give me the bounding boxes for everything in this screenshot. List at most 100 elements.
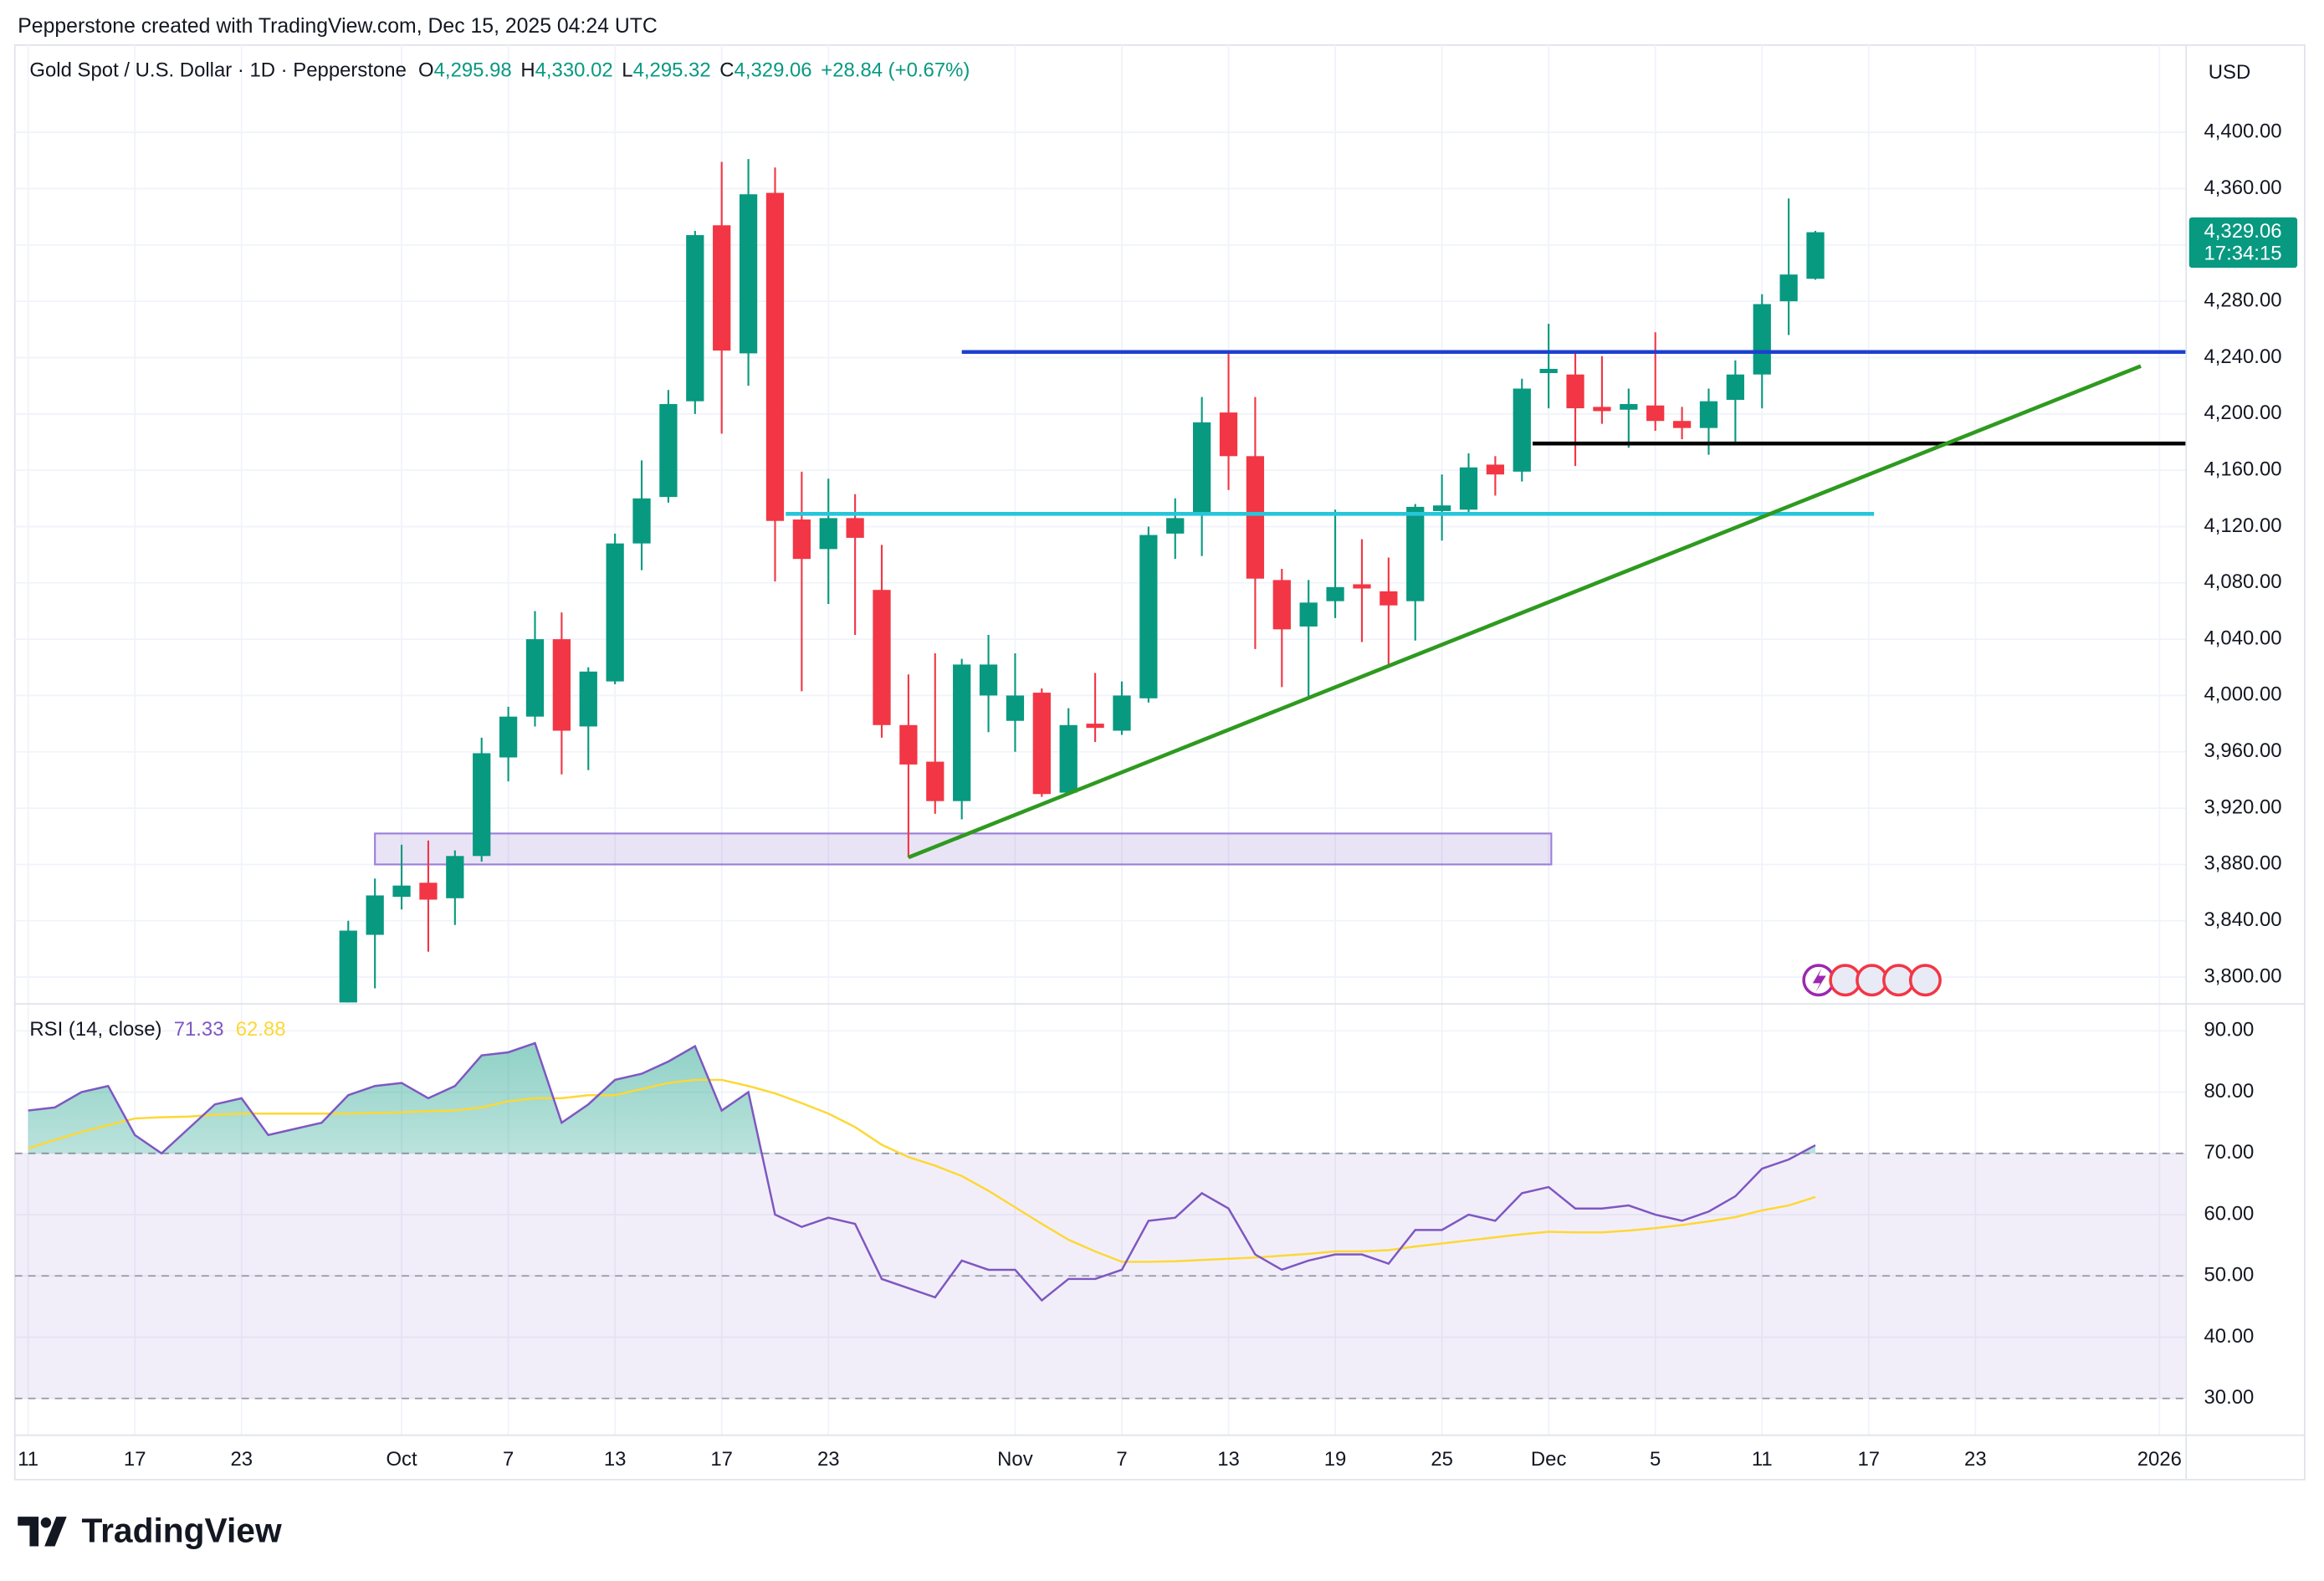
ohlc-key: L <box>622 59 632 82</box>
y-tick-label: 4,040.00 <box>2204 627 2281 649</box>
event-icon[interactable] <box>1908 964 1942 997</box>
y-tick-label: 4,240.00 <box>2204 345 2281 368</box>
zone-box <box>374 832 1553 866</box>
candle-body <box>1166 518 1185 534</box>
candle-body <box>1672 421 1692 428</box>
candle-body <box>899 724 918 765</box>
currency: USD <box>2209 61 2250 84</box>
candle-body <box>1299 602 1318 627</box>
candle-body <box>1432 505 1451 511</box>
y-tick-label: 4,080.00 <box>2204 570 2281 593</box>
candle-body <box>765 192 785 521</box>
ohlc-value: 4,295.32 <box>633 59 711 82</box>
candle-body <box>473 753 491 857</box>
candle-body <box>792 519 811 560</box>
x-tick-label: 25 <box>1431 1448 1453 1471</box>
y-tick-label: 80.00 <box>2204 1080 2254 1103</box>
chart-frame <box>13 43 2306 1481</box>
candle-body <box>1513 388 1531 472</box>
candle-body <box>1646 405 1665 422</box>
candle-body <box>1486 464 1505 475</box>
ohlc-value: 4,295.98 <box>434 59 512 82</box>
candle-body <box>499 716 518 758</box>
x-tick-label: 7 <box>503 1448 514 1471</box>
x-tick-label: 23 <box>817 1448 840 1471</box>
y-tick-label: 4,160.00 <box>2204 458 2281 480</box>
candle-body <box>846 518 864 538</box>
y-tick-label: 90.00 <box>2204 1019 2254 1041</box>
candle-body <box>739 194 758 354</box>
change: +28.84 (+0.67%) <box>821 59 970 82</box>
candle-body <box>819 518 837 550</box>
candle-body <box>1139 535 1158 698</box>
symbol-title: Gold Spot / U.S. Dollar · 1D · Peppersto… <box>29 59 406 82</box>
candle-body <box>926 761 944 801</box>
rsi-legend-value: 62.88 <box>236 1018 286 1041</box>
ohlc-value: 4,330.02 <box>535 59 613 82</box>
candle-body <box>1006 695 1025 721</box>
rsi-line <box>28 1078 1816 1263</box>
y-tick-label: 4,200.00 <box>2204 402 2281 424</box>
candle-body <box>1406 506 1425 601</box>
x-tick-label: 17 <box>1857 1448 1880 1471</box>
ohlc-key: H <box>520 59 535 82</box>
candle-body <box>1326 586 1344 601</box>
y-tick-label: 3,880.00 <box>2204 852 2281 875</box>
credit: Pepperstone created with TradingView.com… <box>18 15 658 38</box>
logo-dot <box>40 1517 52 1528</box>
y-tick-label: 4,400.00 <box>2204 120 2281 143</box>
x-tick-label: 19 <box>1324 1448 1347 1471</box>
y-tick-label: 3,800.00 <box>2204 964 2281 987</box>
candle-body <box>1353 584 1371 589</box>
x-tick-label: 17 <box>710 1448 733 1471</box>
ohlc-value: 4,329.06 <box>735 59 812 82</box>
candle-body <box>1620 404 1638 410</box>
y-tick-label: 4,360.00 <box>2204 177 2281 199</box>
candle-body <box>1380 591 1398 606</box>
logo-mark <box>18 1517 67 1547</box>
x-tick-label: Dec <box>1531 1448 1567 1471</box>
candle-body <box>1539 368 1558 374</box>
candle-body <box>713 225 731 351</box>
ohlc-key: C <box>719 59 734 82</box>
y-tick-label: 4,280.00 <box>2204 289 2281 311</box>
candle-body <box>979 664 998 696</box>
event-icon-glyph <box>1812 968 1826 992</box>
candle-body <box>366 895 384 935</box>
rsi-title: RSI (14, close) <box>29 1018 161 1041</box>
countdown-label: 17:34:15 <box>2204 242 2281 264</box>
candle-body <box>1459 467 1478 510</box>
rsi-legend-value: 71.33 <box>174 1018 224 1041</box>
candle-body <box>1219 412 1238 457</box>
candle-body <box>1699 401 1718 428</box>
candle-body <box>552 639 571 731</box>
overbought-fill <box>28 1042 1816 1154</box>
y-tick-label: 40.00 <box>2204 1325 2254 1348</box>
price-pane <box>339 159 2187 1003</box>
candle-body <box>1246 456 1265 579</box>
candle-body <box>1753 304 1771 375</box>
brand-name: TradingView <box>81 1511 282 1549</box>
y-tick-label: 3,840.00 <box>2204 908 2281 931</box>
y-tick-label: 4,120.00 <box>2204 514 2281 537</box>
x-tick-label: 13 <box>1217 1448 1240 1471</box>
x-tick-label: 11 <box>1752 1448 1773 1471</box>
x-tick-label: 23 <box>1964 1448 1987 1471</box>
last-price-tag <box>2188 217 2298 269</box>
y-tick-label: 3,920.00 <box>2204 796 2281 818</box>
candle-body <box>419 883 438 900</box>
ohlc-key: O <box>418 59 434 82</box>
y-tick-label: 3,960.00 <box>2204 739 2281 762</box>
candle-body <box>1779 274 1798 302</box>
rsi-line <box>28 1041 1816 1302</box>
candle-body <box>1726 374 1744 400</box>
candle-body <box>1032 693 1051 795</box>
candle-body <box>1193 422 1211 515</box>
x-tick-label: 7 <box>1116 1448 1127 1471</box>
rsi-pane <box>14 1041 2187 1399</box>
axes: 11 17 23 Oct 7 13 17 23 Nov 7 13 19 25 Dec 5 11 17 23 2026… <box>18 120 2298 1471</box>
x-tick-label: 17 <box>124 1448 146 1471</box>
candle-body <box>659 404 678 498</box>
